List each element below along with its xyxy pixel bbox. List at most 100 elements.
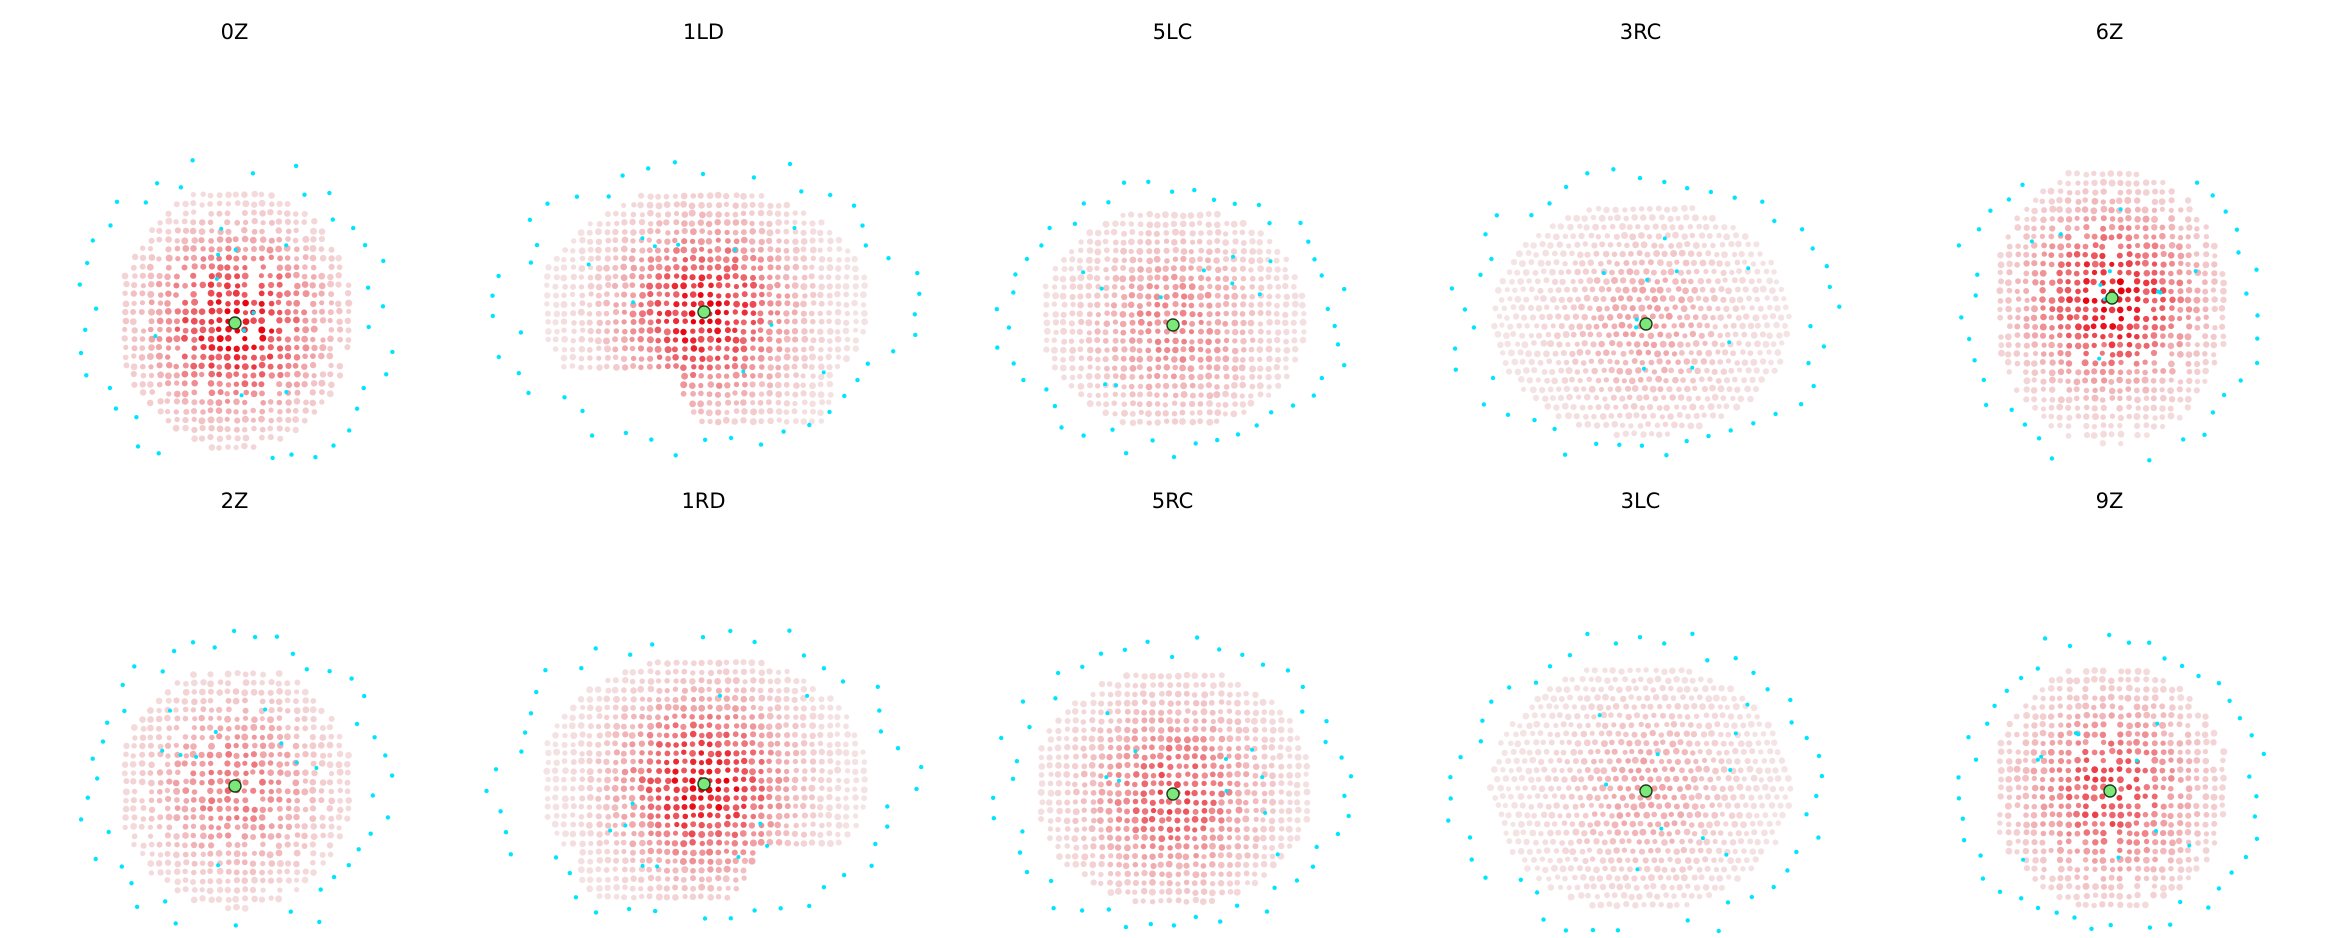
voxel-point [156,769,164,776]
voxel-point [123,344,129,350]
voxel-point [2082,188,2089,195]
voxel-point [1579,260,1586,267]
voxel-point [1291,300,1299,308]
voxel-point [2064,286,2072,294]
voxel-point [621,229,628,235]
voxel-point [766,695,773,702]
voxel-point [621,794,627,800]
voxel-point [552,346,559,352]
voxel-point [707,669,715,677]
voxel-point [2143,279,2150,287]
voxel-point [1745,367,1752,374]
voxel-point [147,272,155,280]
voxel-point [326,761,334,769]
voxel-point [1077,373,1083,380]
voxel-point [570,742,576,748]
voxel-point [1783,330,1791,338]
voxel-point [1769,287,1776,294]
voxel-point [165,228,172,235]
voxel-point [646,758,654,765]
voxel-point [722,416,730,424]
voxel-point [327,280,334,288]
voxel-point [2056,414,2063,421]
voxel-point [1518,304,1526,312]
voxel-point [1615,385,1622,393]
voxel-point [715,714,722,720]
voxel-point [1661,394,1667,401]
voxel-point [208,210,215,217]
voxel-point [1136,292,1144,300]
voxel-point [1231,365,1239,372]
voxel-point [327,752,333,758]
voxel-point [826,742,833,748]
voxel-point [612,714,619,720]
voxel-point [260,877,266,884]
voxel-point [545,759,552,766]
voxel-point [200,246,206,252]
voxel-point [578,247,586,255]
voxel-point [156,236,163,243]
voxel-point [2134,206,2141,213]
voxel-point [1997,298,2004,304]
voxel-point [198,796,206,804]
voxel-point [174,380,180,386]
sensor-point [1011,361,1016,366]
voxel-point [801,346,807,353]
voxel-point [1154,338,1162,345]
voxel-point [1274,319,1281,326]
voxel-point [164,850,171,857]
voxel-point [612,246,619,253]
voxel-point [1190,239,1196,245]
voxel-point [1112,411,1118,417]
voxel-point [1636,296,1642,303]
voxel-point [766,785,773,792]
voxel-point [1060,311,1067,318]
voxel-point [654,299,662,307]
voxel-point [750,373,756,379]
voxel-point [1102,409,1109,417]
voxel-point [765,723,773,730]
voxel-point [775,337,782,344]
voxel-point [260,796,266,802]
voxel-point [328,327,335,333]
voxel-point [241,191,248,198]
voxel-point [1128,238,1135,246]
voxel-point [740,776,747,782]
voxel-point [1709,214,1716,222]
voxel-point [258,300,265,307]
voxel-point [705,220,713,228]
voxel-point [577,229,585,237]
voxel-point [706,211,713,218]
voxel-point [2143,422,2150,429]
voxel-point [1611,323,1618,330]
voxel-point [605,281,612,289]
sensor-point [1773,411,1778,417]
voxel-point [207,299,214,306]
voxel-point [732,292,739,299]
sensor-point [1956,243,1962,248]
voxel-point [2057,261,2065,268]
voxel-point [1154,212,1161,219]
voxel-point [1592,223,1599,231]
voxel-point [1668,341,1676,348]
voxel-point [1570,404,1577,411]
voxel-point [233,761,241,768]
voxel-point [1299,301,1306,309]
voxel-point [2015,251,2022,258]
voxel-point [1598,214,1606,222]
voxel-point [1639,332,1645,339]
voxel-point [766,229,774,237]
voxel-point [2160,315,2166,322]
voxel-point [1240,337,1247,345]
voxel-point [1136,247,1144,255]
voxel-point [638,821,646,828]
voxel-point [147,824,153,830]
voxel-point [1222,401,1229,408]
voxel-point [758,193,765,199]
voxel-point [294,326,300,333]
voxel-point [621,768,629,776]
voxel-point [2023,352,2029,358]
voxel-point [129,318,137,326]
voxel-point [182,823,189,830]
voxel-point [2083,432,2091,439]
